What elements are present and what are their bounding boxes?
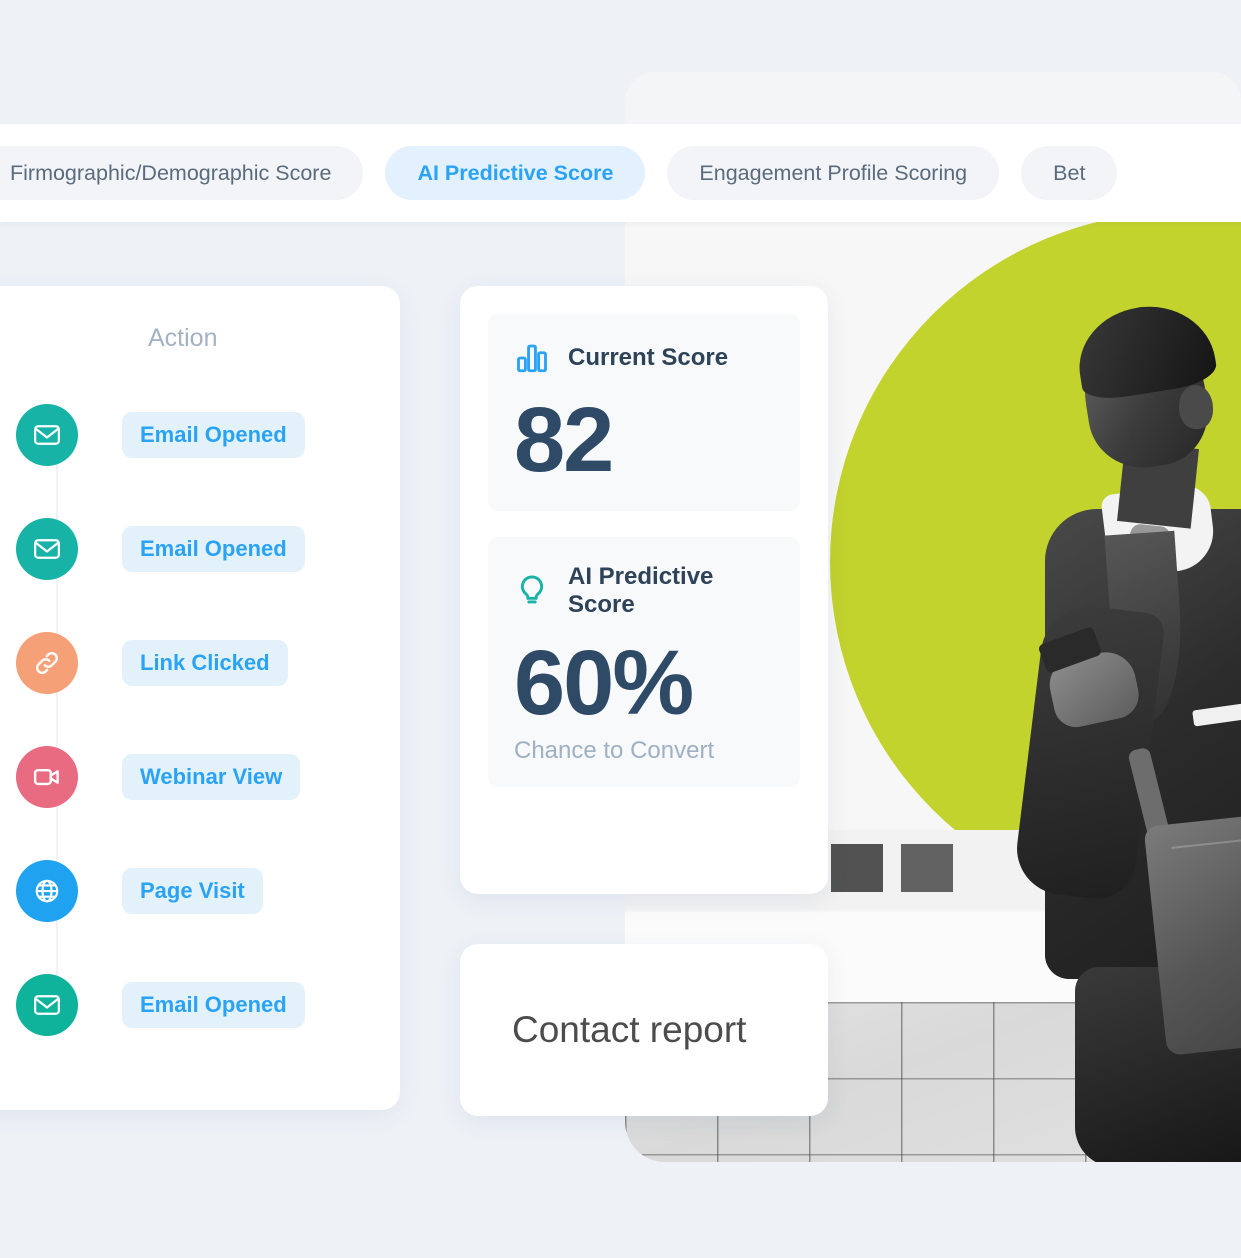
timeline-item-label: Page Visit — [122, 868, 263, 914]
timeline-item[interactable]: Email Opened — [16, 974, 396, 1036]
timeline-item[interactable]: Page Visit — [16, 860, 396, 922]
tab-label: AI Predictive Score — [417, 160, 614, 185]
tab-ai-predictive-score[interactable]: AI Predictive Score — [385, 146, 646, 200]
ai-predictive-score-label: AI Predictive Score — [568, 562, 714, 618]
tab-firmographic-demographic-score[interactable]: Firmographic/Demographic Score — [0, 146, 364, 200]
ai-predictive-score-box: AI Predictive Score 60% Chance to Conver… — [488, 536, 800, 788]
contact-report-card[interactable]: Contact report — [460, 944, 828, 1116]
tab-label: Engagement Profile Scoring — [699, 160, 968, 185]
action-column-header: Action — [148, 324, 218, 352]
timeline-item-label: Email Opened — [122, 526, 305, 572]
timeline-item-label: Email Opened — [122, 412, 305, 458]
timeline-item-label: Link Clicked — [122, 640, 288, 686]
tab-label: Firmographic/Demographic Score — [10, 160, 332, 185]
timeline-item[interactable]: Link Clicked — [16, 632, 396, 694]
globe-icon — [16, 860, 78, 922]
current-score-value: 82 — [514, 389, 614, 491]
activity-timeline-card: Action Email Opened Email Opened — [0, 286, 400, 1110]
timeline-rail — [56, 414, 58, 1002]
envelope-icon — [16, 518, 78, 580]
tab-label: Bet — [1053, 160, 1086, 185]
timeline-item-label: Email Opened — [122, 982, 305, 1028]
timeline-item[interactable]: Email Opened — [16, 518, 396, 580]
businessman-photo — [925, 277, 1241, 1162]
ai-predictive-score-value: 60% — [514, 631, 694, 734]
score-tab-bar: Firmographic/Demographic Score AI Predic… — [0, 124, 1241, 222]
ai-predictive-score-sublabel: Chance to Convert — [514, 737, 715, 765]
current-score-header: Current Score — [514, 340, 774, 376]
timeline-item[interactable]: Email Opened — [16, 404, 396, 466]
envelope-icon — [16, 974, 78, 1036]
wall-window-block — [901, 844, 953, 892]
link-icon — [16, 632, 78, 694]
timeline-item-label: Webinar View — [122, 754, 301, 800]
tab-behavior-score-truncated[interactable]: Bet — [1021, 146, 1118, 200]
bar-chart-icon — [514, 340, 550, 376]
score-summary-card: Current Score 82 AI Predictive Score 60%… — [460, 286, 828, 894]
ai-predictive-score-header: AI Predictive Score — [514, 563, 774, 619]
tab-engagement-profile-scoring[interactable]: Engagement Profile Scoring — [667, 146, 1000, 200]
current-score-label: Current Score — [568, 344, 729, 371]
timeline-item[interactable]: Webinar View — [16, 746, 396, 808]
contact-report-title: Contact report — [512, 1009, 747, 1050]
lightbulb-icon — [514, 573, 550, 609]
man-ear — [1179, 385, 1213, 429]
current-score-box: Current Score 82 — [488, 314, 800, 511]
video-icon — [16, 746, 78, 808]
envelope-icon — [16, 404, 78, 466]
